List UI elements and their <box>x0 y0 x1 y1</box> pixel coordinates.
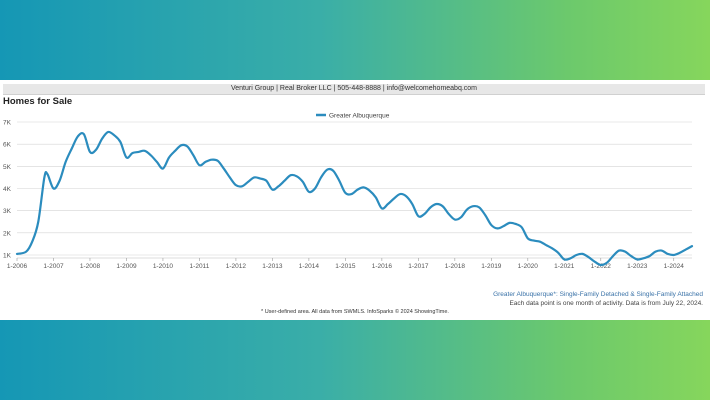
y-tick-label: 7K <box>3 120 12 127</box>
x-tick-label: 1-2023 <box>627 263 648 270</box>
y-tick-label: 4K <box>3 186 12 193</box>
x-tick-label: 1-2020 <box>518 263 539 270</box>
line-chart: Greater Albuquerque 1K 2K 3K 4K 5K 6K 7K 1-200… <box>3 113 694 270</box>
x-tick-label: 1-2010 <box>153 263 174 270</box>
x-tick-label: 1-2011 <box>190 263 210 270</box>
x-tick-label: 1-2007 <box>43 263 64 270</box>
x-tick-label: 1-2017 <box>408 263 429 270</box>
x-tick-label: 1-2012 <box>226 263 247 270</box>
x-tick-label: 1-2021 <box>554 263 575 270</box>
series-line-greater-albuquerque <box>15 130 694 267</box>
y-tick-label: 3K <box>3 208 12 215</box>
x-axis-ticks: 1-2006 1-2007 1-2008 1-2009 1-2010 1-2011 1-20… <box>7 258 684 270</box>
x-tick-label: 1-2019 <box>481 263 502 270</box>
x-tick-label: 1-2006 <box>7 263 28 270</box>
source-footnote: * User-defined area. All data from SWMLS… <box>261 309 449 315</box>
grid-lines <box>17 121 692 259</box>
chart-title: Homes for Sale <box>3 96 73 107</box>
area-definition-note: Greater Albuquerque*: Single-Family Deta… <box>493 291 703 298</box>
x-tick-label: 1-2015 <box>335 263 356 270</box>
y-tick-label: 2K <box>3 230 12 237</box>
x-tick-label: 1-2008 <box>80 263 101 270</box>
x-tick-label: 1-2014 <box>299 263 320 270</box>
y-tick-label: 6K <box>3 142 12 149</box>
x-tick-label: 1-2024 <box>664 263 685 270</box>
y-tick-label: 5K <box>3 164 12 171</box>
x-tick-label: 1-2022 <box>591 263 612 270</box>
y-tick-label: 1K <box>3 253 12 260</box>
legend-label-greater-albuquerque: Greater Albuquerque <box>329 113 390 120</box>
x-tick-label: 1-2018 <box>445 263 466 270</box>
x-tick-label: 1-2013 <box>262 263 283 270</box>
data-date-note: Each data point is one month of activity… <box>509 300 703 307</box>
contact-header: Venturi Group | Real Broker LLC | 505-44… <box>3 84 705 95</box>
chart-panel: Venturi Group | Real Broker LLC | 505-44… <box>0 80 710 320</box>
legend: Greater Albuquerque <box>316 113 390 120</box>
x-tick-label: 1-2009 <box>116 263 137 270</box>
chart-notes: Greater Albuquerque*: Single-Family Deta… <box>493 290 703 308</box>
x-tick-label: 1-2016 <box>372 263 393 270</box>
y-axis-ticks: 1K 2K 3K 4K 5K 6K 7K <box>3 120 12 260</box>
